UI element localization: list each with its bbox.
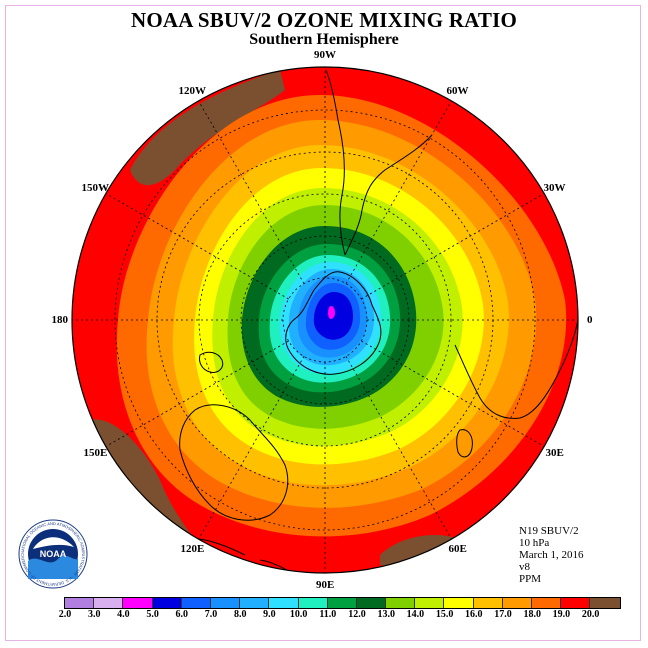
longitude-label: 30W [543,181,566,194]
color-scale-segment [181,598,211,608]
color-scale-tick-label: 13.0 [377,609,395,620]
color-scale-segment [269,598,299,608]
color-scale-tick-label: 20.0 [581,609,600,620]
satellite-label: N19 SBUV/2 [519,525,579,537]
color-scale-segment [152,598,182,608]
map-boundary [71,66,579,574]
longitude-label: 150E [83,446,108,459]
longitude-label: 120E [180,543,205,556]
color-scale-segment [94,598,124,608]
longitude-label: 60W [446,84,469,97]
meridian-line [361,340,545,447]
color-scale-segment [532,598,562,608]
meridian-line [345,356,452,540]
figure-frame [5,5,641,641]
info-block: N19 SBUV/2 10 hPa March 1, 2016 v8 PPM [519,525,583,585]
color-scale-tick-label: 2.0 [58,609,72,620]
color-scale-tick-label: 14.0 [406,609,425,620]
meridian-line [361,193,545,300]
color-scale-segment [502,598,532,608]
version-label: v8 [519,561,530,573]
latitude-circle [114,109,536,531]
color-scale-segment [123,598,153,608]
australia-coast [179,404,289,521]
color-scale-segment [444,598,474,608]
meridian-line [345,100,452,284]
color-scale-segment [298,598,328,608]
color-scale-tick-label: 3.0 [87,609,101,620]
color-scale-tick-label: 16.0 [465,609,483,620]
color-scale-segment [473,598,503,608]
meridian-line [198,100,305,284]
new-zealand-coast [199,351,224,373]
meridian-line [105,193,289,300]
ozone-contour-4 [328,306,335,319]
pressure-level: 10 hPa [519,537,550,549]
color-scale-tick-label: 8.0 [233,609,247,620]
color-scale-tick-label: 10.0 [289,609,308,620]
longitude-label: 180 [51,314,69,326]
color-scale-tick-label: 7.0 [204,609,218,620]
noaa-logo: NOAA NATIONAL OCEANIC AND ATMOSPHERIC AD… [18,519,88,589]
color-scale-segment [240,598,270,608]
longitude-label: 120W [178,84,207,97]
color-scale-segment [561,598,591,608]
color-scale-tick-label: 9.0 [263,609,276,620]
color-scale-tick-label: 18.0 [523,609,541,620]
map-subtitle: Southern Hemisphere [249,31,399,48]
map-title: NOAA SBUV/2 OZONE MIXING RATIO [131,8,517,32]
antarctica-coast [285,271,382,375]
color-scale-tick-label: 12.0 [348,609,366,620]
high-ozone-region-south [380,535,460,567]
south-america-coast [325,69,433,256]
units-label: PPM [519,573,542,585]
color-scale-tick-label: 15.0 [435,609,454,620]
longitude-label: 60E [448,543,467,556]
meridian-lines [72,67,578,573]
longitude-label: 150W [81,181,110,194]
color-scale-segment [210,598,241,608]
longitude-label: 30E [545,446,564,459]
latitude-circle [198,193,452,447]
color-scale-segment [65,598,95,608]
color-scale-tick-label: 5.0 [146,609,159,620]
color-scale-segment [356,598,387,608]
color-scale-tick-label: 19.0 [552,609,571,620]
madagascar-coast [456,429,473,458]
color-scale-segment [327,598,357,608]
color-scale-tick-label: 6.0 [175,609,189,620]
color-scale-segment [590,598,620,608]
color-scale-segment [386,598,416,608]
logo-text: NOAA [40,549,67,559]
longitude-label: 0 [587,314,593,326]
color-scale-tick-label: 11.0 [319,609,337,620]
longitude-label: 90W [314,49,336,61]
high-ozone-region-nw [130,70,285,186]
meridian-line [198,356,305,540]
africa-coast [454,319,578,419]
observation-date: March 1, 2016 [519,549,584,561]
color-scale-bar [64,597,621,609]
longitude-label: 90E [316,579,335,591]
meridian-line [105,340,289,447]
color-scale-tick-label: 4.0 [117,609,130,620]
color-scale-tick-label: 17.0 [494,609,512,620]
color-scale-segment [415,598,445,608]
